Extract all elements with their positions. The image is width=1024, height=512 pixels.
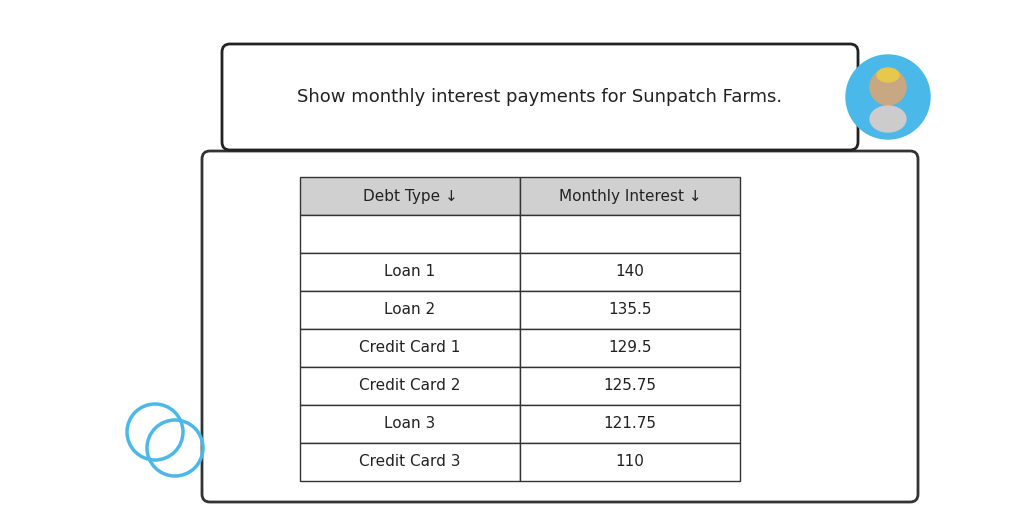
FancyBboxPatch shape [300, 443, 520, 481]
Circle shape [846, 55, 930, 139]
FancyBboxPatch shape [300, 329, 520, 367]
Ellipse shape [870, 106, 906, 132]
FancyBboxPatch shape [300, 177, 520, 215]
FancyBboxPatch shape [520, 405, 740, 443]
FancyBboxPatch shape [300, 405, 520, 443]
FancyBboxPatch shape [520, 253, 740, 291]
Text: Show monthly interest payments for Sunpatch Farms.: Show monthly interest payments for Sunpa… [297, 88, 782, 106]
Ellipse shape [877, 68, 899, 82]
Text: 110: 110 [615, 455, 644, 470]
FancyBboxPatch shape [520, 215, 740, 253]
Text: 125.75: 125.75 [603, 378, 656, 394]
FancyBboxPatch shape [520, 329, 740, 367]
FancyBboxPatch shape [520, 177, 740, 215]
FancyBboxPatch shape [520, 443, 740, 481]
FancyBboxPatch shape [300, 367, 520, 405]
Text: 129.5: 129.5 [608, 340, 651, 355]
FancyBboxPatch shape [222, 44, 858, 150]
FancyBboxPatch shape [300, 291, 520, 329]
Text: Loan 1: Loan 1 [384, 265, 435, 280]
Text: Monthly Interest ↓: Monthly Interest ↓ [559, 188, 701, 203]
FancyBboxPatch shape [300, 215, 520, 253]
Text: Credit Card 2: Credit Card 2 [359, 378, 461, 394]
Circle shape [870, 69, 906, 105]
Text: 140: 140 [615, 265, 644, 280]
FancyBboxPatch shape [202, 151, 918, 502]
FancyBboxPatch shape [520, 367, 740, 405]
Text: Credit Card 3: Credit Card 3 [359, 455, 461, 470]
Text: 135.5: 135.5 [608, 303, 651, 317]
Text: Credit Card 1: Credit Card 1 [359, 340, 461, 355]
Text: Loan 2: Loan 2 [384, 303, 435, 317]
Text: Loan 3: Loan 3 [384, 416, 435, 432]
Text: Debt Type ↓: Debt Type ↓ [362, 188, 458, 203]
FancyBboxPatch shape [520, 291, 740, 329]
FancyBboxPatch shape [300, 253, 520, 291]
Text: 121.75: 121.75 [603, 416, 656, 432]
